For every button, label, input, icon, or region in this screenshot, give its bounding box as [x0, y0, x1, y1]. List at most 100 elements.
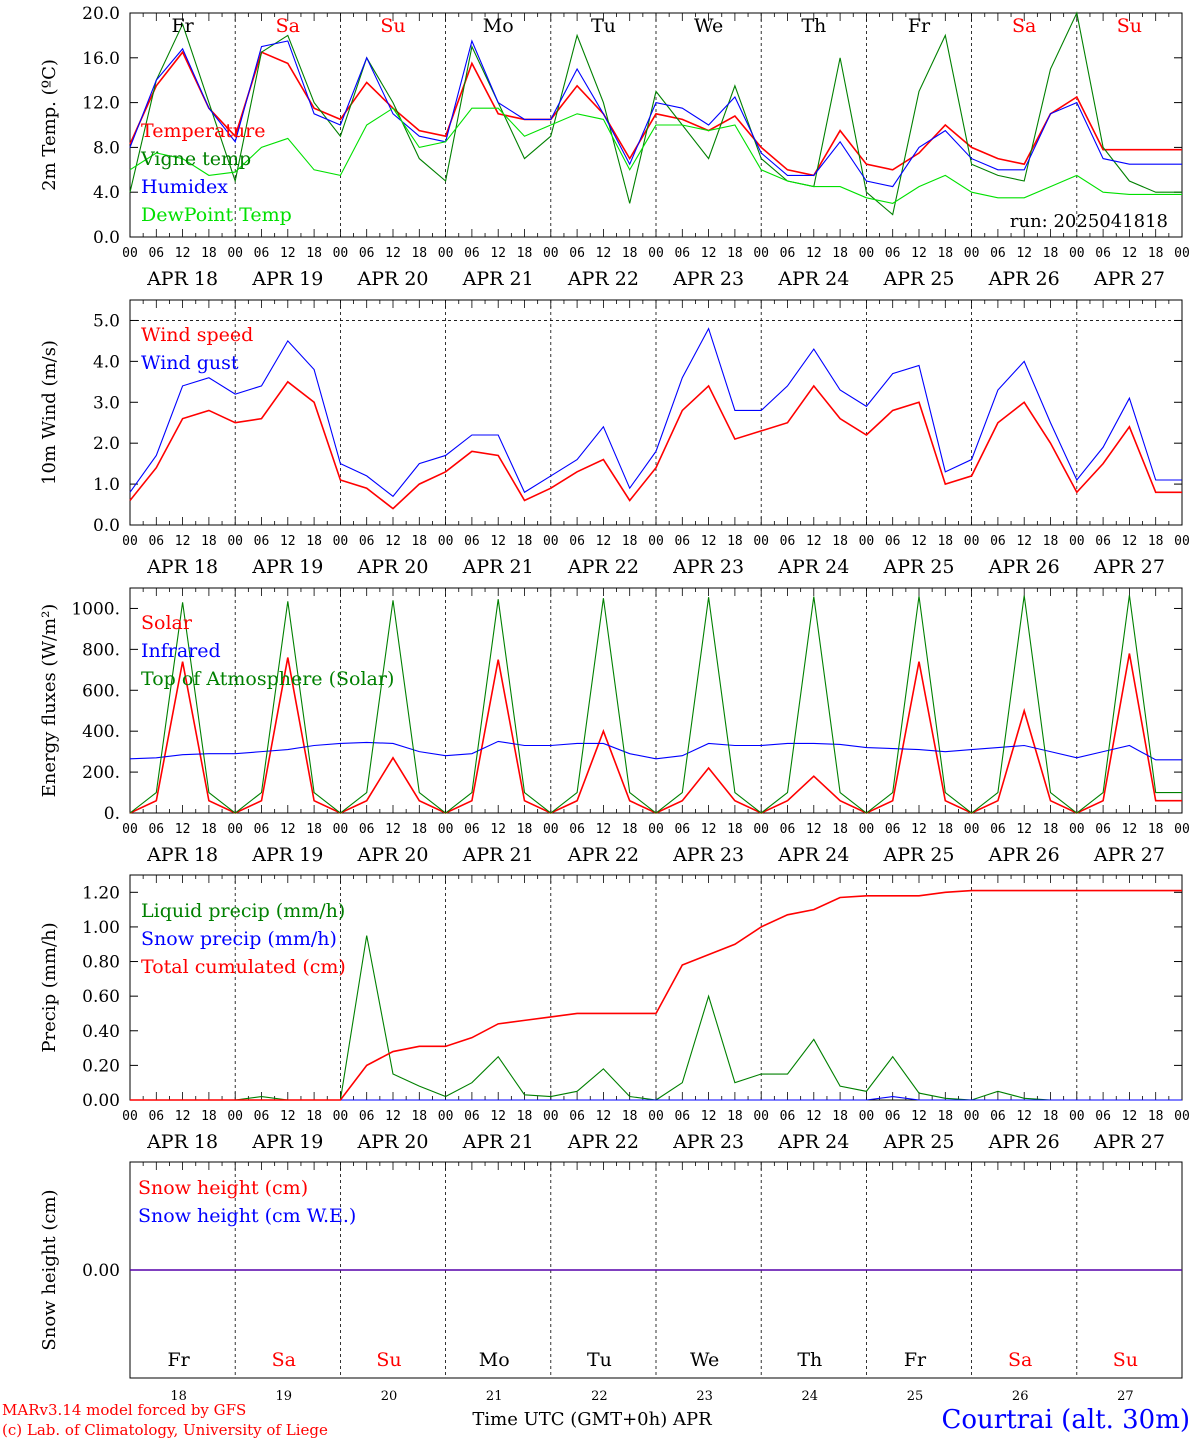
hour-label: 12 [280, 822, 296, 837]
y-tick-label: 16.0 [82, 49, 120, 69]
station-name: Courtrai (alt. 30m) [942, 1405, 1191, 1435]
day-number: 21 [486, 1389, 503, 1404]
hour-label: 12 [490, 822, 506, 837]
hour-label: 00 [753, 822, 769, 837]
hour-label: 18 [832, 822, 848, 837]
plot-frame [129, 587, 1183, 814]
hour-label: 12 [596, 1109, 612, 1124]
date-label: APR 22 [567, 1131, 639, 1153]
hour-label: 00 [227, 1109, 243, 1124]
hour-label: 12 [806, 1109, 822, 1124]
hour-label: 18 [411, 1109, 427, 1124]
panel-3: 0. 200. 400. 600. 800. 1000. Energy fluxes (W/… [39, 587, 1190, 866]
date-label: APR 23 [672, 1131, 744, 1153]
hour-label: 18 [622, 534, 638, 549]
hour-label: 00 [333, 1109, 349, 1124]
hour-label: 00 [438, 822, 454, 837]
legend-entry: Snow precip (mm/h) [141, 928, 337, 950]
hour-label: 06 [464, 246, 480, 261]
hour-label: 06 [359, 246, 375, 261]
day-name: Su [1113, 1349, 1138, 1371]
y-tick-label: 200. [82, 763, 120, 783]
hour-label: 00 [1174, 246, 1190, 261]
legend-entry: Humidex [141, 176, 228, 198]
date-label: APR 20 [356, 1131, 428, 1153]
hour-label: 06 [254, 534, 270, 549]
hour-label: 18 [411, 822, 427, 837]
hour-label: 12 [280, 246, 296, 261]
hour-label: 18 [832, 1109, 848, 1124]
hour-label: 18 [937, 534, 953, 549]
hour-label: 06 [990, 246, 1006, 261]
hour-label: 12 [1122, 246, 1138, 261]
hour-label: 18 [1148, 534, 1164, 549]
hour-label: 18 [727, 1109, 743, 1124]
date-label: APR 26 [988, 268, 1060, 290]
hour-label: 18 [937, 1109, 953, 1124]
hour-label: 06 [254, 822, 270, 837]
hour-label: 00 [753, 246, 769, 261]
legend-entry: Solar [141, 612, 193, 634]
hour-label: 18 [517, 246, 533, 261]
hour-label: 06 [569, 822, 585, 837]
hour-label: 12 [1122, 822, 1138, 837]
day-name: Tu [591, 15, 616, 37]
x-axis-label: Time UTC (GMT+0h) APR [472, 1409, 712, 1430]
hour-label: 18 [517, 822, 533, 837]
y-axis-label: Energy fluxes (W/m²) [39, 604, 60, 798]
date-label: APR 27 [1093, 844, 1165, 866]
legend-entry: Wind speed [141, 324, 253, 346]
y-tick-label: 0.40 [82, 1022, 120, 1042]
hour-label: 06 [1095, 1109, 1111, 1124]
hour-label: 06 [569, 534, 585, 549]
date-label: APR 23 [672, 844, 744, 866]
y-tick-label: 5.0 [93, 311, 120, 331]
hour-label: 12 [911, 534, 927, 549]
hour-label: 12 [806, 246, 822, 261]
hour-label: 00 [1174, 822, 1190, 837]
day-name: We [694, 15, 723, 37]
hour-label: 00 [753, 534, 769, 549]
hour-label: 00 [964, 534, 980, 549]
hour-label: 00 [1069, 246, 1085, 261]
hour-label: 12 [911, 822, 927, 837]
series-line-1 [129, 380, 1182, 510]
hour-label: 00 [543, 1109, 559, 1124]
date-label: APR 25 [882, 268, 954, 290]
hour-label: 06 [148, 246, 164, 261]
y-tick-label: 0.0 [93, 516, 120, 536]
day-number: 25 [907, 1389, 924, 1404]
date-label: APR 26 [988, 556, 1060, 578]
date-label: APR 26 [988, 1131, 1060, 1153]
y-tick-label: 800. [82, 640, 120, 660]
y-tick-label: 400. [82, 722, 120, 742]
day-number: 26 [1012, 1389, 1029, 1404]
hour-label: 06 [1095, 822, 1111, 837]
hour-label: 00 [438, 246, 454, 261]
hour-label: 12 [175, 822, 191, 837]
hour-label: 12 [1122, 1109, 1138, 1124]
date-label: APR 21 [462, 268, 534, 290]
hour-label: 06 [359, 822, 375, 837]
hour-label: 18 [832, 246, 848, 261]
hour-label: 06 [780, 822, 796, 837]
date-label: APR 22 [567, 268, 639, 290]
hour-label: 00 [333, 534, 349, 549]
day-name: Fr [171, 15, 194, 37]
hour-label: 00 [122, 822, 138, 837]
day-number: 22 [591, 1389, 608, 1404]
hour-label: 00 [333, 246, 349, 261]
hour-label: 06 [674, 822, 690, 837]
hour-label: 00 [543, 246, 559, 261]
hour-label: 12 [701, 246, 717, 261]
run-label: run: 2025041818 [1010, 211, 1168, 232]
hour-label: 06 [885, 534, 901, 549]
hour-label: 12 [701, 1109, 717, 1124]
day-name: Sa [276, 15, 300, 37]
hour-label: 06 [464, 534, 480, 549]
hour-label: 12 [806, 822, 822, 837]
day-name: Mo [479, 1349, 510, 1371]
y-tick-label: 0. [104, 804, 120, 824]
hour-label: 12 [385, 534, 401, 549]
